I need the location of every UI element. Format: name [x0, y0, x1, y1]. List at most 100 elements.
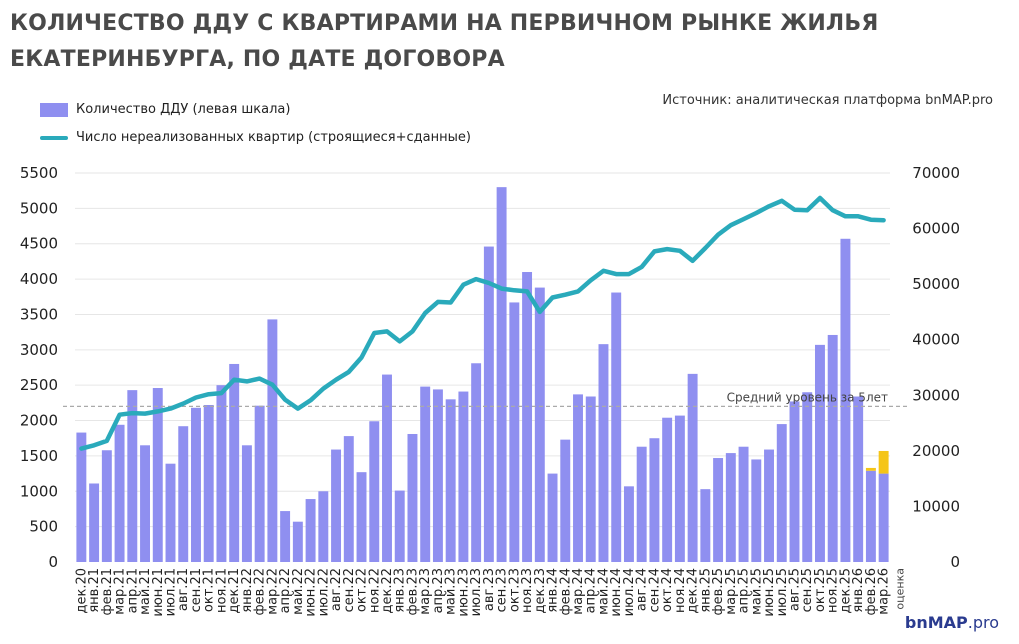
x-axis-tick-label: июл.24 — [622, 568, 637, 616]
right-axis-ticks: 0 10000 20000 30000 40000 50000 60000 70000 — [912, 164, 960, 571]
brand-suffix: .pro — [967, 613, 999, 632]
x-axis-tick-label: июл.21 — [164, 568, 179, 616]
x-axis-tick-label: май.23 — [444, 568, 459, 615]
right-axis-tick-label: 10000 — [912, 497, 960, 515]
bar — [76, 432, 87, 562]
right-axis-tick-label: 20000 — [912, 442, 960, 460]
bar — [840, 238, 851, 562]
left-axis-tick-label: 2500 — [20, 376, 58, 394]
bar — [802, 392, 813, 562]
left-axis-tick-label: 1000 — [20, 482, 58, 500]
bar — [254, 405, 265, 562]
x-axis-tick-label: дек.22 — [380, 568, 395, 614]
right-axis-tick-label: 40000 — [912, 331, 960, 349]
bar — [534, 287, 545, 562]
x-axis-tick-label: апр.25 — [737, 568, 752, 613]
x-axis-tick-label: окт.21 — [202, 568, 217, 612]
x-axis-tick-label: фев.21 — [100, 568, 115, 615]
legend-swatch-bars — [40, 102, 68, 117]
x-axis-tick-label: окт.25 — [813, 568, 828, 612]
x-axis-tick-label: авг.25 — [787, 568, 802, 611]
legend-swatch-line — [40, 135, 68, 140]
x-axis-tick-label: сен.21 — [189, 568, 204, 612]
bar — [662, 417, 673, 562]
left-axis-tick-label: 1500 — [20, 447, 58, 465]
x-axis-tick-label: янв.22 — [240, 568, 255, 613]
x-axis-tick-label: мар.26 — [877, 568, 892, 615]
bar — [725, 453, 736, 562]
x-axis-tick-label: авг.21 — [176, 568, 191, 611]
bar — [331, 449, 342, 562]
bar — [700, 489, 711, 562]
left-axis-tick-label: 3000 — [20, 341, 58, 359]
bar — [445, 399, 456, 562]
bar — [789, 401, 800, 562]
x-axis-tick-label: апр.22 — [278, 568, 293, 613]
chart-title: КОЛИЧЕСТВО ДДУ С КВАРТИРАМИ НА ПЕРВИЧНОМ… — [10, 6, 1010, 78]
bar — [203, 404, 214, 562]
x-axis-tick-label: авг.24 — [635, 568, 650, 611]
x-axis-tick-label: окт.23 — [507, 568, 522, 612]
bar — [611, 292, 622, 562]
x-axis-tick-label: дек.21 — [227, 568, 242, 614]
x-axis-tick-label: фев.23 — [405, 568, 420, 615]
x-axis-tick-label: янв.23 — [393, 568, 408, 613]
x-axis-tick-label: сен.25 — [800, 568, 815, 612]
estimate-label: оценка — [894, 568, 907, 610]
line-series — [79, 195, 886, 451]
x-axis-tick-label: мар.24 — [571, 568, 586, 615]
x-axis-tick-label: фев.25 — [711, 568, 726, 615]
bar — [178, 426, 189, 562]
legend-label-bars: Количество ДДУ (левая шкала) — [76, 102, 291, 117]
bar — [687, 373, 698, 562]
x-axis-tick-label: июл.25 — [775, 568, 790, 616]
brand-name: bnMAP — [904, 613, 968, 632]
x-axis-tick-label: фев.26 — [864, 568, 879, 615]
bar — [674, 415, 685, 562]
bar — [432, 389, 443, 562]
bar — [585, 396, 596, 562]
x-axis-tick-label: июл.23 — [469, 568, 484, 616]
bar — [140, 445, 151, 562]
x-axis-tick-label: ноя.22 — [367, 568, 382, 613]
reference-line-label: Средний уровень за 5лет — [727, 390, 888, 404]
left-axis-tick-label: 3500 — [20, 305, 58, 323]
left-axis-tick-label: 4500 — [20, 235, 58, 253]
bar — [738, 446, 749, 562]
x-axis-tick-label: янв.25 — [698, 568, 713, 613]
x-axis-tick-label: мар.25 — [724, 568, 739, 615]
x-axis-tick-label: окт.22 — [355, 568, 370, 612]
left-axis-tick-label: 4000 — [20, 270, 58, 288]
x-axis-tick-label: май.25 — [749, 568, 764, 615]
bar — [713, 458, 724, 562]
bar — [407, 433, 418, 562]
legend-item-line: Число нереализованных квартир (строящиес… — [40, 130, 471, 145]
bar — [318, 491, 329, 562]
x-axis-tick-label: дек.24 — [686, 568, 701, 614]
bar-estimate — [865, 467, 876, 471]
bar — [114, 424, 125, 562]
left-axis-tick-label: 500 — [29, 518, 58, 536]
bar — [216, 385, 227, 562]
bar — [280, 511, 291, 562]
x-axis-tick-label: июн.21 — [151, 568, 166, 617]
bar — [89, 483, 100, 562]
right-axis-tick-label: 60000 — [912, 220, 960, 238]
x-axis-tick-label: янв.24 — [546, 568, 561, 613]
bar — [814, 344, 825, 562]
x-axis-tick-label: ноя.25 — [826, 568, 841, 613]
bar — [853, 396, 864, 562]
line-series-path — [79, 195, 886, 451]
left-axis-tick-label: 5500 — [20, 164, 58, 182]
x-axis-tick-label: янв.21 — [87, 568, 102, 613]
x-axis-tick-label: янв.26 — [851, 568, 866, 613]
legend-item-bars: Количество ДДУ (левая шкала) — [40, 102, 290, 117]
x-axis-tick-label: июл.22 — [316, 568, 331, 616]
bar — [496, 187, 507, 563]
x-axis-tick-label: сен.24 — [647, 568, 662, 612]
x-axis-tick-label: сен.23 — [495, 568, 510, 612]
bar — [191, 407, 201, 562]
bar — [751, 459, 762, 562]
x-axis-tick-label: май.21 — [138, 568, 153, 615]
